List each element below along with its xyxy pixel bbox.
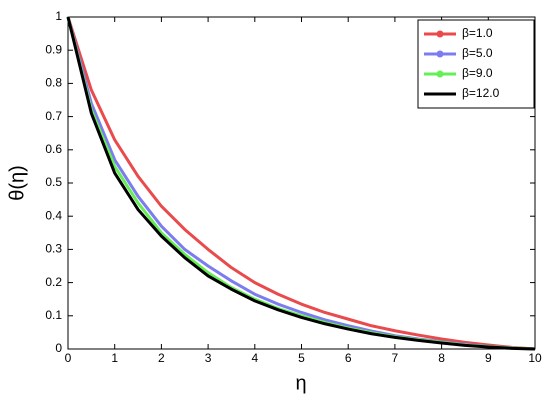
- legend-marker: [436, 70, 444, 78]
- series-line: [66, 16, 536, 351]
- legend-label: β=5.0: [462, 46, 493, 60]
- x-tick-label: 1: [111, 351, 118, 365]
- x-tick-label: 10: [528, 351, 542, 365]
- x-tick-label: 3: [205, 351, 212, 365]
- legend-label: β=1.0: [462, 26, 493, 40]
- y-tick-label: 0.6: [45, 142, 62, 156]
- x-tick-label: 6: [345, 351, 352, 365]
- legend-marker: [436, 50, 444, 58]
- x-tick-label: 0: [65, 351, 72, 365]
- legend-label: β=12.0: [462, 86, 500, 100]
- x-tick-label: 5: [298, 351, 305, 365]
- y-tick-label: 0.3: [45, 242, 62, 256]
- y-tick-label: 0.9: [45, 42, 62, 56]
- x-tick-label: 7: [392, 351, 399, 365]
- x-tick-label: 8: [438, 351, 445, 365]
- y-tick-label: 1: [55, 9, 62, 23]
- series-line: [66, 16, 536, 351]
- x-tick-label: 9: [485, 351, 492, 365]
- x-axis-label: η: [295, 372, 306, 394]
- legend-label: β=9.0: [462, 66, 493, 80]
- y-tick-label: 0.2: [45, 275, 62, 289]
- y-tick-label: 0: [55, 341, 62, 355]
- y-tick-label: 0.1: [45, 308, 62, 322]
- y-tick-label: 0.4: [45, 208, 62, 222]
- y-tick-label: 0.7: [45, 109, 62, 123]
- x-tick-label: 2: [158, 351, 165, 365]
- y-tick-label: 0.8: [45, 76, 62, 90]
- legend-marker: [436, 30, 444, 38]
- y-tick-label: 0.5: [45, 175, 62, 189]
- x-tick-label: 4: [251, 351, 258, 365]
- y-axis-label: θ(η): [6, 165, 28, 201]
